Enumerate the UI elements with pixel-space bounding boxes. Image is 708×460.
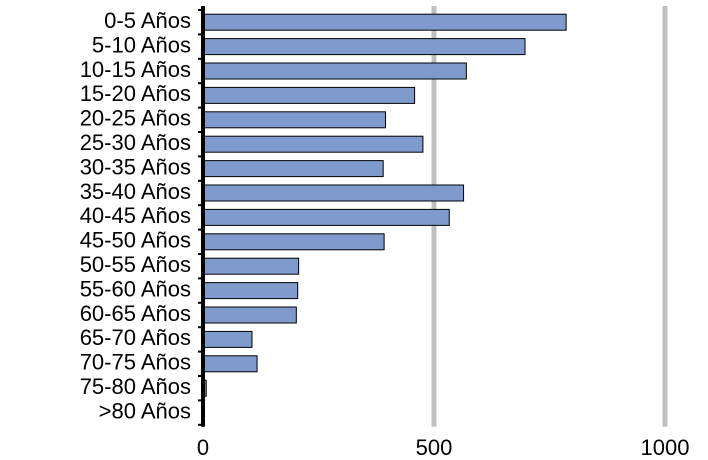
category-label-8: 40-45 Años	[80, 203, 191, 228]
bar-14	[202, 355, 258, 373]
category-label-15: 75-80 Años	[80, 374, 191, 399]
x-tick-labels: 0 500 1000	[197, 435, 690, 460]
bar-7	[202, 184, 465, 202]
bar-10	[202, 257, 300, 275]
bar-11	[202, 282, 299, 300]
bar-6	[202, 160, 384, 178]
axes	[198, 6, 205, 427]
category-label-2: 10-15 Años	[80, 57, 191, 82]
category-label-16: >80 Años	[99, 398, 191, 423]
bar-5	[202, 135, 424, 153]
category-label-7: 35-40 Años	[80, 179, 191, 204]
category-label-12: 60-65 Años	[80, 301, 191, 326]
grid-lines	[431, 6, 668, 427]
category-label-11: 55-60 Años	[80, 276, 191, 301]
bar-9	[202, 233, 385, 251]
bar-4	[202, 111, 386, 129]
category-label-0: 0-5 Años	[104, 8, 191, 33]
bar-0	[202, 13, 567, 31]
bar-8	[202, 208, 450, 226]
x-tick-label-0: 0	[197, 435, 209, 460]
category-label-9: 45-50 Años	[80, 228, 191, 253]
bar-1	[202, 38, 526, 56]
category-label-13: 65-70 Años	[80, 325, 191, 350]
category-label-6: 30-35 Años	[80, 154, 191, 179]
category-label-4: 20-25 Años	[80, 106, 191, 131]
bar-12	[202, 306, 297, 324]
category-label-5: 25-30 Años	[80, 130, 191, 155]
bar-2	[202, 62, 467, 80]
x-tick-label-2: 1000	[641, 435, 690, 460]
category-label-10: 50-55 Años	[80, 252, 191, 277]
category-label-1: 5-10 Años	[92, 32, 191, 57]
bar-3	[202, 86, 416, 104]
x-tick-label-1: 500	[416, 435, 453, 460]
bars	[202, 13, 567, 422]
bar-13	[202, 330, 253, 348]
category-label-3: 15-20 Años	[80, 81, 191, 106]
category-label-14: 70-75 Años	[80, 350, 191, 375]
